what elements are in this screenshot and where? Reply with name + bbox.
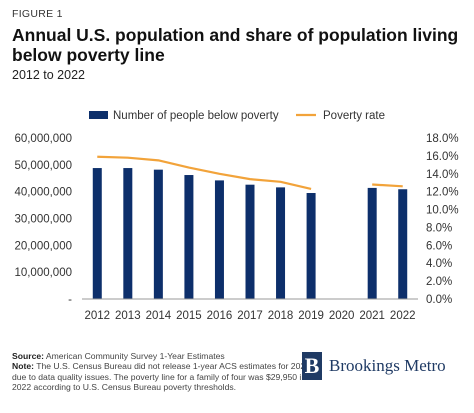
right-tick-label: 16.0% [426, 151, 459, 163]
x-tick-label-2012: 2012 [84, 310, 110, 322]
left-tick-label: 10,000,000 [14, 267, 72, 279]
left-tick-label: 60,000,000 [14, 133, 72, 145]
right-tick-label: 12.0% [426, 187, 459, 199]
brookings-metro-logo: B Brookings Metro [302, 352, 462, 380]
legend-label-bars: Number of people below poverty [113, 110, 279, 122]
right-tick-label: 4.0% [426, 258, 452, 270]
left-tick-label: 40,000,000 [14, 187, 72, 199]
bar-2017 [245, 184, 255, 299]
legend-swatch-bars [89, 111, 108, 119]
logo-mark: B [302, 352, 322, 380]
poverty-rate-line-segment-2 [372, 183, 403, 188]
left-tick-label: 20,000,000 [14, 240, 72, 252]
x-tick-label-2021: 2021 [359, 310, 385, 322]
x-tick-label-2020: 2020 [329, 310, 355, 322]
left-tick-label: 30,000,000 [14, 214, 72, 226]
legend: Number of people below poverty Poverty ra… [89, 110, 385, 122]
logo-text: Brookings Metro [329, 356, 446, 375]
note-label: Note: [12, 361, 34, 372]
note-text: The U.S. Census Bureau did not release 1… [12, 361, 310, 393]
x-tick-label-2016: 2016 [207, 310, 233, 322]
x-tick-label-2017: 2017 [237, 310, 263, 322]
right-tick-label: 0.0% [426, 294, 452, 306]
source-notes: Source: American Community Survey 1-Year… [12, 351, 317, 393]
bar-2013 [123, 168, 133, 299]
right-tick-label: 10.0% [426, 205, 459, 217]
poverty-rate-line-segment-1 [97, 155, 312, 191]
bar-2021 [367, 187, 377, 299]
right-tick-label: 14.0% [426, 169, 459, 181]
note-line: Note: The U.S. Census Bureau did not rel… [12, 361, 317, 392]
right-tick-label: 18.0% [426, 133, 459, 145]
source-label: Source: [12, 351, 44, 361]
x-tick-label-2019: 2019 [298, 310, 324, 322]
bar-2018 [276, 187, 286, 299]
source-text: American Community Survey 1-Year Estimat… [44, 351, 225, 361]
bar-series [92, 168, 408, 299]
bar-2015 [184, 175, 194, 299]
figure-label: FIGURE 1 [12, 8, 63, 20]
bar-2022 [398, 189, 408, 299]
x-tick-label-2022: 2022 [390, 310, 416, 322]
chart: Number of people below poverty Poverty ra… [14, 110, 459, 322]
source-line: Source: American Community Survey 1-Year… [12, 351, 317, 361]
left-tick-label: - [68, 294, 72, 306]
left-tick-label: 50,000,000 [14, 160, 72, 172]
bar-2016 [214, 180, 224, 299]
x-tick-label-2013: 2013 [115, 310, 141, 322]
right-tick-label: 2.0% [426, 276, 452, 288]
x-axis: 2012 2013 2014 2015 2016 2017 2018 2019 2020 2021… [82, 298, 418, 322]
chart-title: Annual U.S. population and share of popu… [12, 25, 459, 65]
bar-2019 [306, 193, 316, 299]
bar-2014 [153, 169, 163, 299]
left-axis: - 10,000,000 20,000,000 30,000,000 40,000,00… [14, 133, 72, 306]
right-axis: 0.0% 2.0% 4.0% 6.0% 8.0% 10.0% 12.0% 14.0% 16.0%… [426, 133, 459, 306]
x-tick-label-2015: 2015 [176, 310, 202, 322]
chart-subtitle: 2012 to 2022 [12, 68, 85, 82]
right-tick-label: 6.0% [426, 240, 452, 252]
bar-2012 [92, 168, 102, 299]
line-series [97, 155, 403, 191]
x-tick-label-2014: 2014 [146, 310, 172, 322]
legend-label-line: Poverty rate [323, 110, 385, 122]
right-tick-label: 8.0% [426, 222, 452, 234]
x-tick-label-2018: 2018 [268, 310, 294, 322]
